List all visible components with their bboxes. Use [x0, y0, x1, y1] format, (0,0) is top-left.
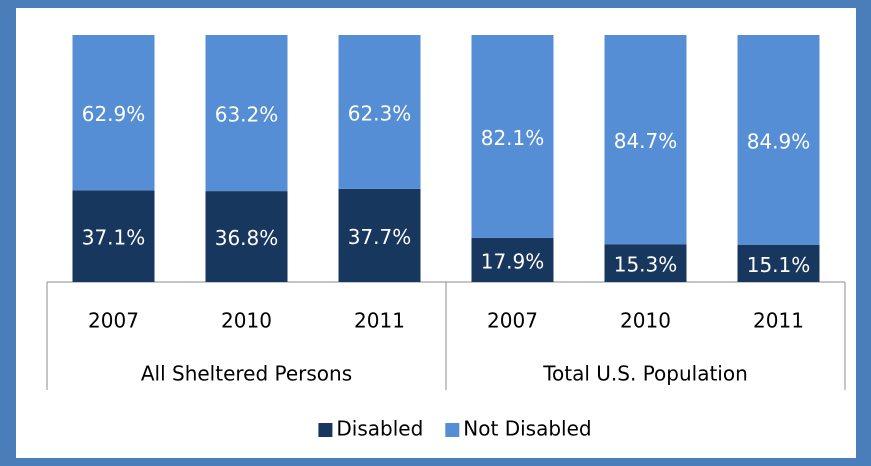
legend-label: Not Disabled: [463, 417, 591, 441]
bar-segment: [604, 35, 687, 245]
bar-segment: [338, 35, 421, 189]
bar-segment: [604, 244, 687, 282]
plot-background: [16, 8, 856, 458]
data-label: 17.9%: [481, 249, 545, 273]
data-label: 84.7%: [614, 129, 678, 153]
bar-segment: [72, 35, 155, 191]
x-tick-label: 2011: [753, 309, 804, 333]
data-label: 62.9%: [82, 102, 146, 126]
legend-swatch: [445, 423, 460, 437]
group-label: Total U.S. Population: [542, 362, 748, 386]
data-label: 37.7%: [348, 225, 412, 249]
data-label: 15.3%: [614, 253, 678, 277]
bar-segment: [205, 35, 288, 192]
x-tick-label: 2010: [620, 309, 671, 333]
legend-label: Disabled: [336, 417, 423, 441]
data-label: 37.1%: [82, 226, 146, 250]
data-label: 82.1%: [481, 126, 545, 150]
data-label: 15.1%: [747, 253, 811, 277]
x-tick-label: 2011: [354, 309, 405, 333]
data-label: 63.2%: [215, 103, 279, 127]
x-tick-label: 2007: [88, 309, 139, 333]
bar-segment: [205, 191, 288, 282]
legend-swatch: [318, 423, 333, 437]
bar-segment: [737, 35, 820, 245]
data-label: 84.9%: [747, 129, 811, 153]
data-label: 36.8%: [215, 226, 279, 250]
data-label: 62.3%: [348, 101, 412, 125]
bar-segment: [471, 35, 554, 238]
x-tick-label: 2010: [221, 309, 272, 333]
bar-segment: [338, 188, 421, 282]
bar-segment: [471, 237, 554, 282]
x-tick-label: 2007: [487, 309, 538, 333]
bar-segment: [737, 244, 820, 282]
group-label: All Sheltered Persons: [141, 362, 352, 386]
bar-segment: [72, 190, 155, 282]
